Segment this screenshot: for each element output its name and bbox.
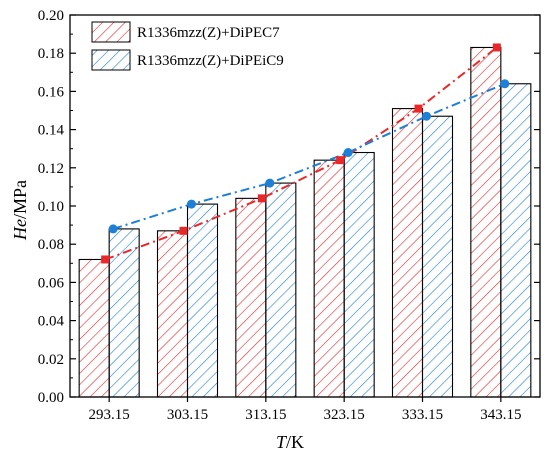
legend-label-series1: R1336mzz(Z)+DiPEC7 xyxy=(137,25,280,41)
y-tick-label: 0.06 xyxy=(38,275,65,291)
legend-swatch-series1 xyxy=(91,21,131,43)
marker-series2-333_15 xyxy=(422,111,431,121)
y-tick-label: 0.08 xyxy=(38,237,64,253)
x-axis-label-unit: /K xyxy=(286,432,304,452)
x-tick-label: 293.15 xyxy=(89,407,130,423)
marker-series2-293_15 xyxy=(108,224,118,234)
bar-series2-303_15 xyxy=(186,203,219,398)
x-axis-label: T/K xyxy=(276,432,304,452)
trend-lines-layer xyxy=(104,46,506,261)
y-tick-label: 0.14 xyxy=(38,123,65,139)
bar-series1-323_15 xyxy=(313,159,345,398)
marker-series2-323_15 xyxy=(343,148,353,158)
markers-layer xyxy=(101,43,510,264)
bar-series2-323_15 xyxy=(343,151,375,398)
x-axis-label-var: T xyxy=(276,432,288,452)
trend-line-series2 xyxy=(112,82,506,230)
y-tick-label: 0.16 xyxy=(38,84,65,100)
y-tick-label: 0.04 xyxy=(38,314,65,330)
bar-series1-303_15 xyxy=(156,230,189,398)
x-axis-ticks: 293.15 303.15 313.15 323.15 333.15 343.15 xyxy=(89,397,521,423)
y-axis-label: He/MPa xyxy=(10,180,30,241)
bar-series1-333_15 xyxy=(391,108,424,398)
x-tick-label: 333.15 xyxy=(402,407,443,423)
marker-series2-313_15 xyxy=(265,178,275,188)
bar-series2-343_15 xyxy=(500,83,532,398)
bar-series1-343_15 xyxy=(470,46,502,398)
marker-series1-343_15 xyxy=(492,43,501,52)
marker-series1-313_15 xyxy=(257,194,266,203)
bar-series1-313_15 xyxy=(235,197,267,398)
marker-series2-303_15 xyxy=(187,199,196,209)
bar-series2-293_15 xyxy=(108,228,140,398)
marker-series1-323_15 xyxy=(336,156,345,165)
y-tick-label: 0.18 xyxy=(38,46,64,62)
y-axis-ticks: 0.00 0.02 0.04 0.06 0.08 0.10 0.12 0.14 0.16 0.18… xyxy=(38,8,540,406)
x-tick-label: 343.15 xyxy=(480,407,521,423)
y-tick-label: 0.10 xyxy=(38,199,64,215)
y-tick-label: 0.02 xyxy=(38,352,64,368)
y-axis-label-var: He xyxy=(10,219,30,241)
x-tick-label: 313.15 xyxy=(245,407,286,423)
bar-series1-293_15 xyxy=(78,258,110,398)
plot-frame xyxy=(69,14,541,398)
y-tick-label: 0.00 xyxy=(38,390,64,406)
marker-series1-303_15 xyxy=(179,226,188,235)
trend-line-series1 xyxy=(104,46,498,261)
marker-series2-343_15 xyxy=(500,79,510,89)
x-tick-label: 323.15 xyxy=(324,407,365,423)
y-axis-label-unit: /MPa xyxy=(10,180,30,219)
bar-series2-313_15 xyxy=(265,182,297,398)
legend: R1336mzz(Z)+DiPEC7 R1336mzz(Z)+DiPEiC9 xyxy=(91,21,284,71)
bar-series2-333_15 xyxy=(421,115,454,398)
x-tick-label: 303.15 xyxy=(167,407,208,423)
y-tick-label: 0.20 xyxy=(38,8,64,24)
legend-swatch-series2 xyxy=(91,49,131,71)
legend-label-series2: R1336mzz(Z)+DiPEiC9 xyxy=(137,53,284,69)
bars-layer xyxy=(78,46,532,398)
marker-series1-333_15 xyxy=(414,104,423,113)
y-tick-label: 0.12 xyxy=(38,161,64,177)
marker-series1-293_15 xyxy=(101,255,110,264)
